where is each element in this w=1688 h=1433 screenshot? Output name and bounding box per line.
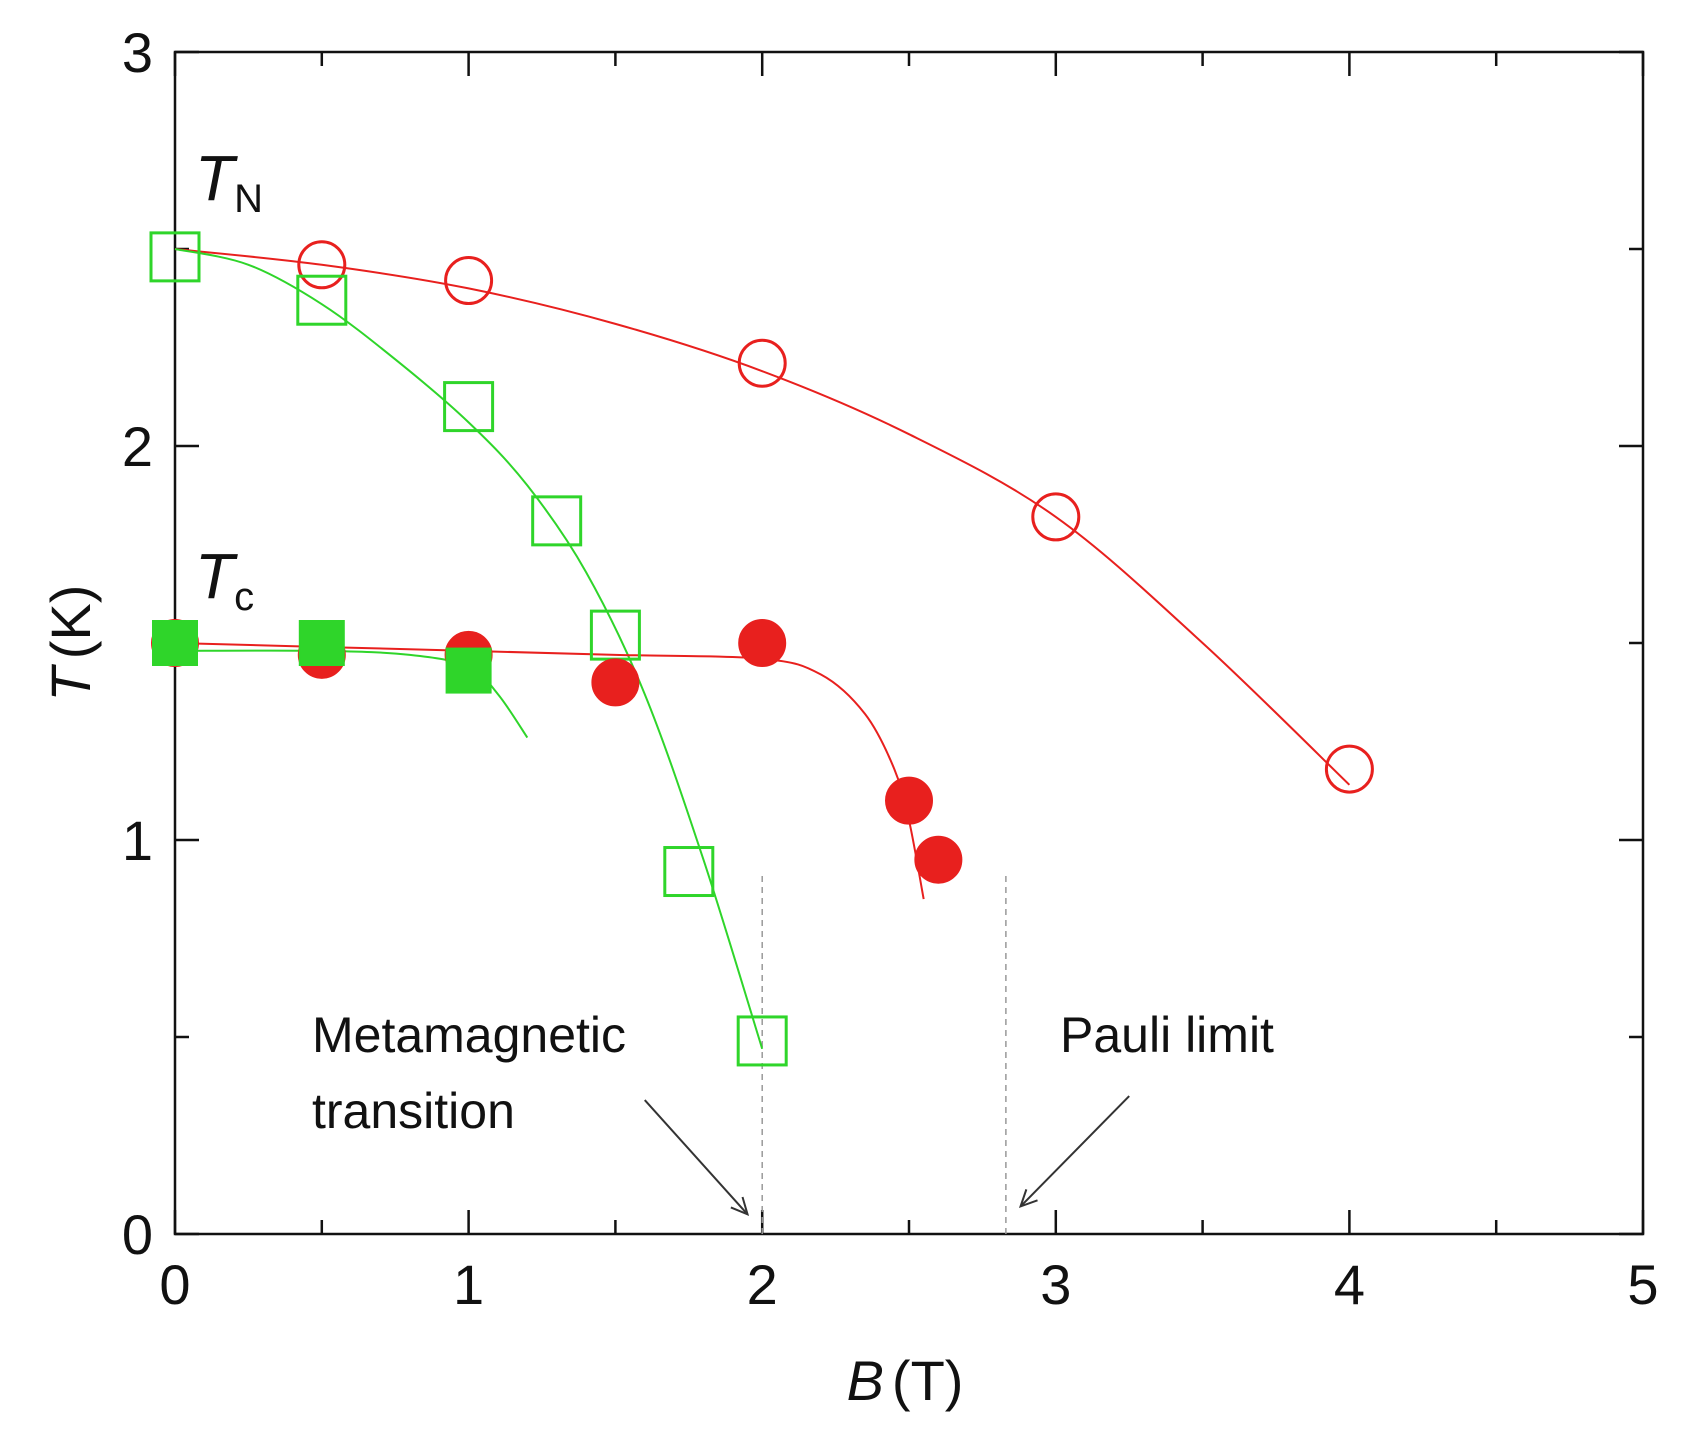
pauli-annotation-arrow-head xyxy=(1018,1189,1038,1209)
metamagnetic-annotation-line-2: transition xyxy=(312,1083,515,1139)
pauli-annotation-text: Pauli limit xyxy=(1060,1007,1274,1063)
x-tick-label: 1 xyxy=(453,1253,484,1316)
tn-open-circle-point xyxy=(297,240,347,290)
reference-lines xyxy=(761,871,1007,1234)
y-tick-label: 2 xyxy=(122,415,153,478)
data-markers xyxy=(149,231,1374,1067)
tn-open-square-point xyxy=(149,231,201,283)
tn-open-square-point xyxy=(663,846,715,898)
tn-open-square-point xyxy=(443,381,495,433)
tc-filled-square-point xyxy=(298,620,345,666)
x-tick-label: 4 xyxy=(1334,1253,1365,1316)
tn-open-circle-point xyxy=(444,256,494,306)
x-tick-label: 5 xyxy=(1627,1253,1658,1316)
x-tick-labels: 0 1 2 3 4 5 xyxy=(159,1253,1658,1316)
tc-filled-circle-point xyxy=(885,776,933,825)
x-tick-label: 0 xyxy=(159,1253,190,1316)
pauli-annotation-arrow-shaft xyxy=(1019,1095,1130,1208)
x-tick-label: 2 xyxy=(747,1253,778,1316)
tc-green-guide-curve xyxy=(174,649,529,739)
tc-filled-square-point xyxy=(152,620,198,666)
x-axis-label: B (T) xyxy=(847,1349,964,1412)
metamagnetic-annotation-line-1: Metamagnetic xyxy=(312,1007,626,1063)
tn-open-square-point xyxy=(589,609,641,661)
annotation-arrows xyxy=(644,1095,1130,1217)
tc-label: Tc xyxy=(195,540,254,619)
tc-filled-circle-point xyxy=(914,835,963,884)
tn-open-square-point xyxy=(531,495,583,547)
metamagnetic-annotation-arrow-head xyxy=(730,1196,750,1217)
y-tick-label: 1 xyxy=(122,809,153,872)
tn-green-guide-curve xyxy=(174,248,764,1050)
tc-filled-circle-point xyxy=(738,619,787,667)
tn-red-guide-curve xyxy=(174,248,1351,786)
guide-curves xyxy=(174,248,1351,1050)
x-tick-label: 3 xyxy=(1040,1253,1071,1316)
metamagnetic-annotation-arrow-shaft xyxy=(644,1099,749,1215)
tc-filled-circle-point xyxy=(591,658,640,707)
y-tick-label: 0 xyxy=(122,1203,153,1266)
tn-open-square-point xyxy=(736,1015,788,1067)
tc-red-guide-curve xyxy=(174,642,925,900)
tn-open-square-point xyxy=(296,274,348,326)
y-tick-labels: 0 1 2 3 xyxy=(122,21,153,1266)
tn-open-circle-point xyxy=(1031,492,1081,542)
y-axis-label: T(K) xyxy=(39,585,102,702)
tc-filled-square-point xyxy=(445,647,492,694)
axis-ticks xyxy=(173,50,1645,1236)
tn-open-circle-point xyxy=(737,338,787,388)
y-tick-label: 3 xyxy=(122,21,153,84)
tn-label: TN xyxy=(195,142,263,221)
tn-open-circle-point xyxy=(1324,744,1374,794)
